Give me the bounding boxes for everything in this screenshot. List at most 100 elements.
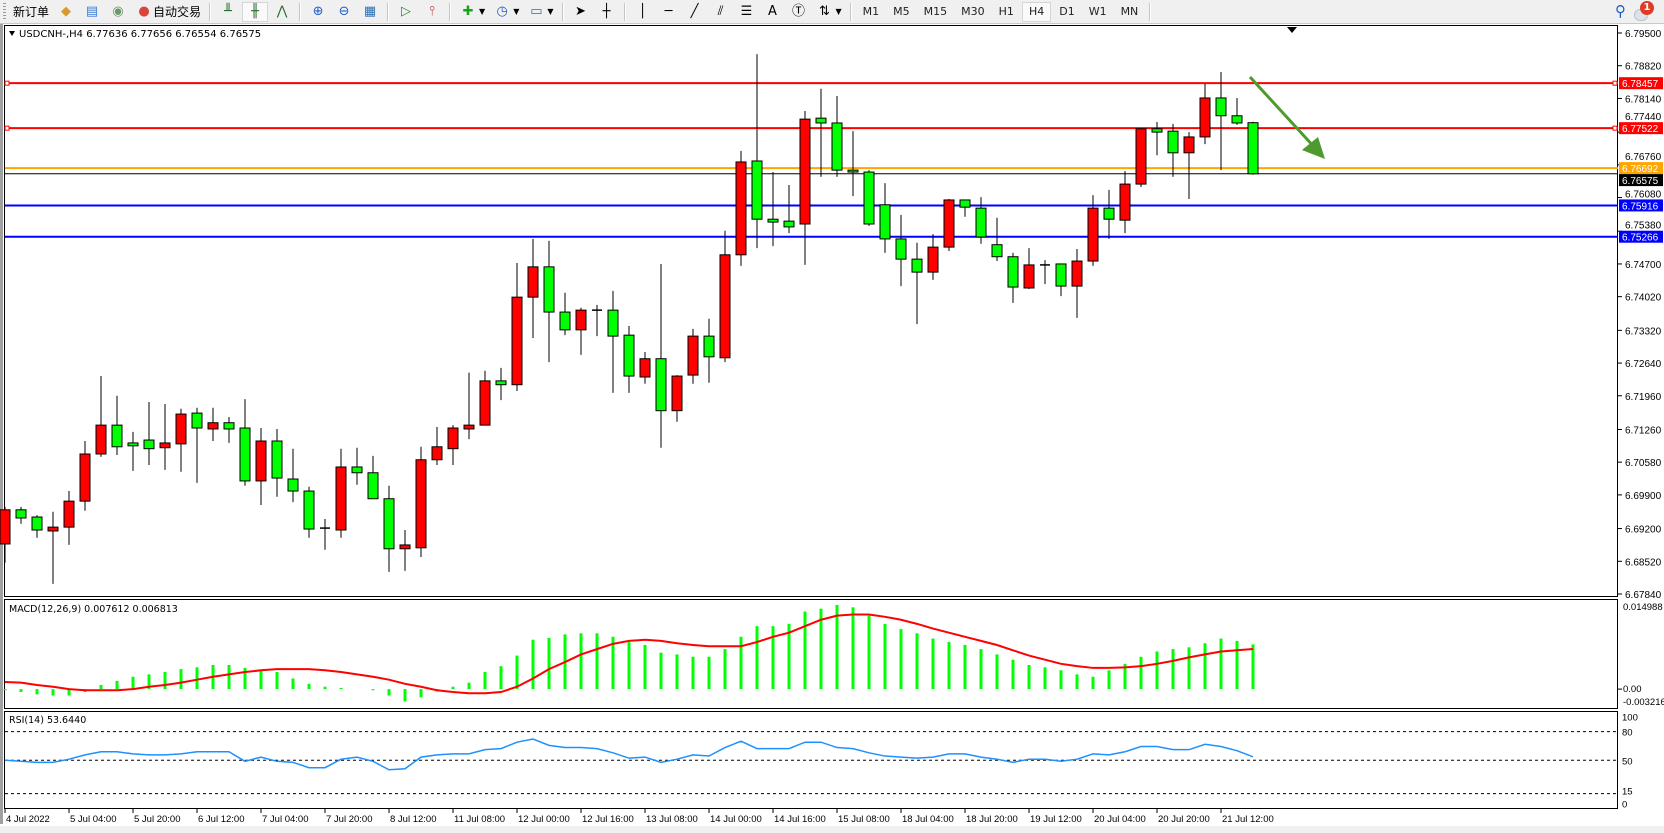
candle — [639, 351, 651, 384]
line-chart-icon: ⋀ — [276, 4, 288, 19]
market-watch-button[interactable]: ◆ — [54, 2, 78, 22]
candle — [495, 367, 507, 401]
timeframe-h4[interactable]: H4 — [1021, 1, 1052, 22]
chart-header-collapse-icon[interactable] — [9, 31, 15, 36]
candle — [592, 304, 602, 337]
channel-icon: ⫽ — [717, 4, 724, 19]
horizontal-lines[interactable] — [4, 80, 1618, 238]
horizontal-line-button[interactable]: ─ — [657, 2, 681, 22]
candle — [399, 530, 411, 571]
candle-body — [623, 334, 635, 377]
candle — [607, 290, 619, 393]
crosshair-button[interactable]: ┼ — [595, 2, 619, 22]
line-anchor-handle[interactable] — [4, 125, 10, 131]
line-anchor-handle[interactable] — [1612, 125, 1618, 131]
separator — [849, 2, 852, 21]
candle — [719, 230, 731, 363]
equidistant-channel-button[interactable]: ⫽ — [709, 2, 733, 22]
candle-body — [607, 309, 619, 337]
trend-arrow[interactable] — [1248, 75, 1325, 159]
timeframe-m30[interactable]: M30 — [961, 5, 985, 18]
indicators-button[interactable]: ✚ ▼ — [456, 2, 488, 22]
bar-chart-button[interactable]: ╨ — [216, 2, 240, 22]
auto-trading-button[interactable]: ● 自动交易 — [132, 2, 204, 22]
price-tick-label: 6.70580 — [1625, 458, 1662, 469]
toolbar-grip[interactable] — [3, 2, 6, 21]
candle — [735, 150, 747, 266]
bid-price-tag — [1619, 174, 1663, 187]
candle — [431, 427, 443, 466]
search-icon[interactable]: ⚲ — [1615, 2, 1626, 20]
tile-windows-button[interactable]: ▦ — [358, 2, 382, 22]
price-tick-label: 6.78140 — [1625, 94, 1662, 105]
candle — [159, 403, 171, 470]
zoom-out-button[interactable]: ⊖ — [332, 2, 356, 22]
candle-body — [47, 526, 59, 532]
price-tick-label: 6.77440 — [1625, 112, 1662, 123]
separator — [449, 2, 452, 21]
time-label: 20 Jul 20:00 — [1158, 814, 1210, 825]
macd-panel-frame — [4, 599, 1618, 709]
candle — [575, 307, 587, 355]
price-tag — [1619, 77, 1663, 90]
candle — [351, 447, 363, 485]
line-anchor-handle[interactable] — [4, 80, 10, 86]
candle-body — [63, 500, 75, 528]
arrows-button[interactable]: ⇅ ▼ — [813, 2, 845, 22]
candle-body — [671, 375, 683, 412]
candle — [1231, 97, 1243, 125]
candle — [543, 240, 555, 363]
candle — [959, 199, 971, 217]
timeframe-mn[interactable]: MN — [1120, 5, 1139, 18]
candle — [31, 515, 43, 538]
templates-button[interactable]: ▭ ▼ — [524, 2, 556, 22]
periods-button[interactable]: ◷ ▼ — [490, 2, 522, 22]
vertical-line-button[interactable]: │ — [631, 2, 655, 22]
timeframe-m15[interactable]: M15 — [923, 5, 948, 18]
cursor-button[interactable]: ➤ — [569, 2, 593, 22]
notifications-button[interactable]: 1 — [1634, 1, 1656, 21]
candle — [1183, 132, 1195, 199]
candle-body — [1023, 264, 1035, 289]
chart-shift-marker-icon[interactable] — [1287, 27, 1297, 33]
candle-body — [175, 413, 187, 445]
navigator-button[interactable]: ▤ — [80, 2, 104, 22]
timeframe-w1[interactable]: W1 — [1088, 5, 1107, 18]
separator — [209, 2, 212, 21]
zoom-in-button[interactable]: ⊕ — [306, 2, 330, 22]
text-label-button[interactable]: Ⓣ — [787, 2, 811, 22]
candle — [63, 491, 75, 545]
time-label: 12 Jul 16:00 — [582, 814, 634, 825]
candle-body — [1007, 256, 1019, 288]
timeframe-m1[interactable]: M1 — [862, 5, 880, 18]
candle-body — [223, 422, 235, 430]
macd-indicator: 0.014988 0.00 -0.003216 — [3, 602, 1664, 708]
auto-trading-label: 自动交易 — [153, 5, 202, 19]
timeframe-d1[interactable]: D1 — [1059, 5, 1075, 18]
chart-shift-button[interactable]: ⫯ — [420, 2, 444, 22]
candle — [255, 428, 267, 505]
new-order-button[interactable]: 新订单 — [10, 2, 52, 22]
candle-body — [271, 440, 283, 479]
fibonacci-button[interactable]: ☰ — [735, 2, 759, 22]
line-chart-button[interactable]: ⋀ — [270, 2, 294, 22]
candle-body — [447, 427, 459, 450]
signals-button[interactable]: ◉ — [106, 2, 130, 22]
trendline-button[interactable]: ╱ — [683, 2, 707, 22]
candle-body — [79, 453, 91, 502]
candle-body — [95, 424, 107, 455]
auto-scroll-button[interactable]: ▷ — [394, 2, 418, 22]
signal-icon: ◉ — [112, 4, 124, 19]
line-anchor-handle[interactable] — [1612, 80, 1618, 86]
price-tick-label: 6.79500 — [1625, 29, 1662, 40]
candle — [1103, 189, 1115, 239]
bottom-strip — [0, 826, 1664, 833]
text-tool-icon: A — [768, 4, 777, 19]
timeframe-m5[interactable]: M5 — [893, 5, 910, 18]
rsi-axis-label: 50 — [1622, 756, 1633, 767]
candlestick-chart-button[interactable]: ╫ — [242, 1, 269, 22]
main-panel-frame — [4, 25, 1618, 597]
text-button[interactable]: A — [761, 2, 785, 22]
timeframe-h1[interactable]: H1 — [998, 5, 1014, 18]
